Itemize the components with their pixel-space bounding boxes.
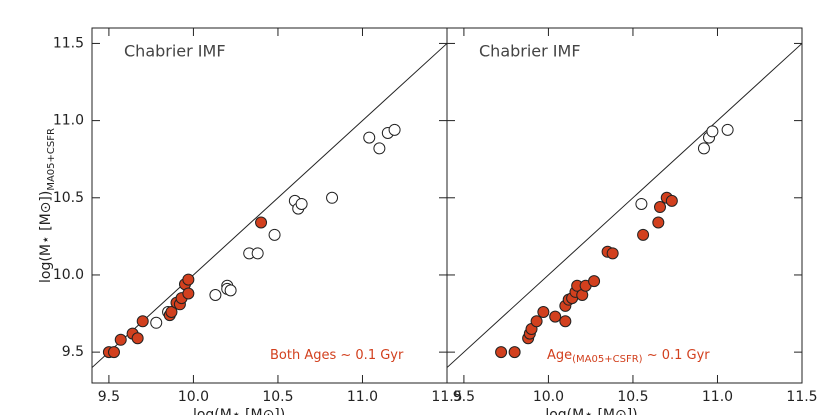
data-point [588, 275, 601, 288]
data-point [654, 201, 666, 214]
data-point [114, 333, 127, 346]
data-point [549, 310, 562, 323]
one-to-one-line [446, 43, 803, 368]
y-tick-label: 10.0 [53, 267, 84, 283]
y-tick-label: 11.0 [53, 113, 84, 129]
data-point [182, 273, 195, 286]
y-axis-label: log(M⋆ [M⊙])MA05+CSFR [38, 128, 57, 283]
data-point [363, 131, 376, 144]
note: Both Ages ~ 0.1 Gyr [270, 348, 404, 363]
x-tick-label: 9.5 [98, 389, 120, 405]
x-tick-label: 10.5 [262, 389, 293, 405]
note: Age(MA05+CSFR) ~ 0.1 Gyr [547, 348, 710, 366]
x-tick-label: 9.5 [453, 389, 475, 405]
annotation: Chabrier IMF [479, 42, 581, 61]
y-label-text: log(M⋆ [M⊙]) [38, 191, 54, 283]
data-point [721, 123, 734, 136]
data-point [326, 191, 339, 204]
data-point [182, 287, 195, 300]
data-point [255, 216, 268, 229]
x-tick-label: 10.0 [533, 389, 564, 405]
x-axis-label: log(M⋆ [M⊙])MA05+inv−τ [545, 407, 703, 415]
data-point [637, 228, 650, 241]
x-axis-label: log(M⋆ [M⊙])BC03+CSFR [193, 407, 346, 415]
data-point [652, 216, 665, 229]
data-point [224, 284, 237, 297]
data-point [635, 197, 648, 210]
x-label-text: log(M⋆ [M⊙]) [193, 407, 285, 415]
data-point [165, 306, 178, 318]
data-point [150, 316, 163, 329]
data-point [251, 247, 264, 260]
data-point [268, 228, 281, 241]
data-point [107, 346, 120, 359]
data-point [209, 289, 222, 302]
y-tick-label: 11.5 [53, 35, 84, 51]
data-point [508, 346, 521, 359]
data-point [606, 247, 619, 260]
data-point [530, 315, 543, 328]
one-to-one-line [91, 43, 448, 368]
data-point [495, 346, 508, 359]
note-sub: (MA05+CSFR) [572, 354, 643, 365]
data-point [665, 194, 678, 207]
data-point [706, 125, 719, 138]
annotation: Chabrier IMF [124, 42, 226, 61]
x-tick-label: 10.5 [617, 389, 648, 405]
data-point [136, 315, 149, 328]
y-tick-label: 9.5 [62, 344, 84, 360]
y-tick-label: 10.5 [53, 190, 84, 206]
note-text: Both Ages ~ 0.1 Gyr [270, 348, 404, 363]
x-tick-label: 11.5 [786, 389, 817, 405]
data-point [537, 306, 550, 318]
data-point [697, 142, 710, 155]
note-tail: ~ 0.1 Gyr [643, 348, 711, 363]
x-tick-label: 11.5 [431, 389, 462, 405]
data-point [131, 332, 144, 345]
x-tick-label: 10.0 [178, 389, 209, 405]
data-point [373, 142, 386, 155]
x-label-text: log(M⋆ [M⊙]) [545, 407, 637, 415]
y-label-sub: MA05+CSFR [46, 128, 57, 191]
x-tick-label: 11.0 [347, 389, 378, 405]
note-text: Age [547, 348, 572, 363]
data-point [388, 123, 401, 136]
panel-frame [446, 27, 803, 384]
data-point [295, 197, 308, 210]
data-point [559, 315, 572, 328]
x-tick-label: 11.0 [702, 389, 733, 405]
